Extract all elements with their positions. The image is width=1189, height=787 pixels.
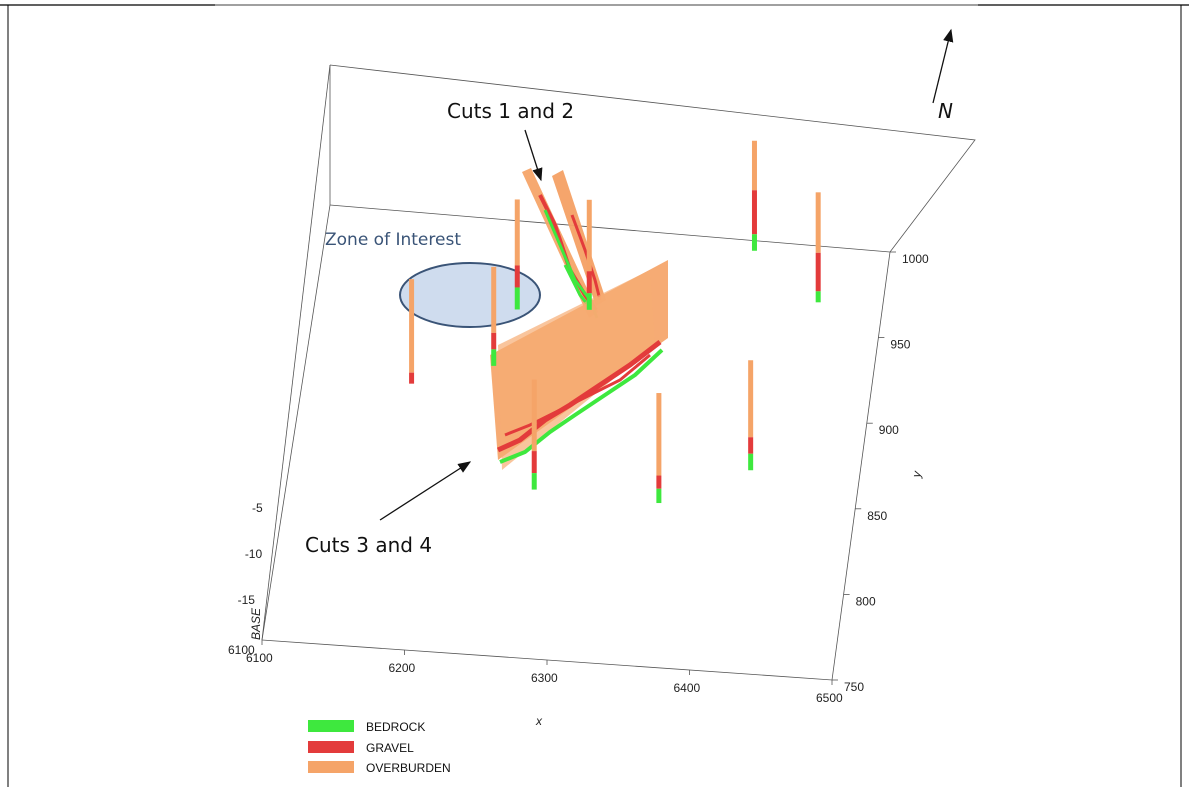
borehole-gravel-segment [531, 451, 537, 474]
borehole [748, 360, 754, 471]
legend-label-bedrock: BEDROCK [366, 720, 425, 734]
borehole-overburden-segment [409, 279, 415, 373]
borehole-bedrock-segment [586, 293, 592, 310]
x-tick-label: 6500 [816, 691, 843, 705]
borehole-overburden-segment [751, 140, 757, 191]
y-tick-label: 950 [890, 338, 910, 352]
borehole-gravel-segment [748, 437, 754, 454]
cuts-3-4-arrow [379, 461, 472, 521]
z-axis-title: BASE [249, 607, 263, 640]
y-tick-label: 800 [856, 594, 876, 608]
y-axis-ticks: 750 800 850 900 950 1000 [832, 251, 929, 694]
cut-3-bedrock [499, 348, 664, 464]
x-axis-ticks: 6100 6200 6300 6400 6500 [246, 640, 843, 705]
borehole-bedrock-segment [815, 291, 821, 303]
borehole [531, 379, 537, 490]
borehole-gravel-segment [491, 332, 497, 350]
z-tick-label: -5 [252, 501, 263, 515]
x-tick-label: 6100 [246, 651, 273, 665]
borehole-overburden-segment [586, 199, 592, 272]
legend-swatch-overburden [308, 761, 354, 773]
zone-of-interest-label: Zone of Interest [325, 230, 461, 250]
borehole-bedrock-segment [751, 234, 757, 251]
legend-swatch-bedrock [308, 720, 354, 732]
borehole-overburden-segment [748, 360, 754, 438]
borehole-overburden-segment [656, 393, 662, 476]
borehole-overburden-segment [815, 192, 821, 253]
borehole [815, 192, 821, 303]
borehole-gravel-segment [586, 271, 592, 294]
borehole-gravel-segment [409, 372, 415, 384]
x-tick-label: 6200 [389, 661, 416, 675]
borehole [751, 140, 757, 251]
y-tick-label: 1000 [902, 252, 929, 266]
borehole-bedrock-segment [514, 287, 520, 310]
borehole-overburden-segment [531, 379, 537, 452]
figure-frame [0, 4, 1189, 787]
borehole-overburden-segment [514, 199, 520, 266]
borehole [409, 279, 415, 384]
cuts-1-2-label: Cuts 1 and 2 [447, 99, 574, 123]
borehole [514, 199, 520, 310]
plot-box [261, 64, 976, 681]
cuts-1-2-arrow [524, 129, 543, 182]
boreholes [409, 140, 821, 504]
borehole [656, 393, 662, 504]
borehole-gravel-segment [514, 265, 520, 288]
borehole-gravel-segment [656, 475, 662, 489]
y-tick-label: 850 [867, 509, 887, 523]
z-tick-label: -10 [245, 547, 263, 561]
borehole-overburden-segment [491, 266, 497, 333]
north-arrow-icon [932, 28, 954, 104]
borehole-bedrock-segment [656, 488, 662, 504]
z-tick-label: -15 [238, 593, 256, 607]
zone-of-interest-ellipse [399, 262, 541, 328]
borehole-gravel-segment [815, 252, 821, 292]
cut-4-gravel [504, 353, 651, 437]
legend-label-overburden: OVERBURDEN [366, 761, 451, 775]
borehole [491, 266, 497, 366]
x-tick-label: 6400 [674, 681, 701, 695]
north-label: N [938, 99, 953, 123]
borehole-gravel-segment [751, 190, 757, 235]
legend: BEDROCK GRAVEL OVERBURDEN [308, 720, 451, 775]
y-tick-label: 900 [879, 423, 899, 437]
legend-swatch-gravel [308, 741, 354, 753]
borehole [586, 199, 592, 310]
y-axis-title: y [909, 469, 924, 479]
borehole-bedrock-segment [748, 453, 754, 471]
borehole-bedrock-segment [531, 473, 537, 490]
y-tick-label: 750 [844, 680, 864, 694]
x-axis-start-tick-label: 6100 [228, 643, 255, 657]
x-tick-label: 6300 [531, 671, 558, 685]
cuts-3-4-label: Cuts 3 and 4 [305, 533, 432, 557]
legend-label-gravel: GRAVEL [366, 741, 414, 755]
x-axis-title: x [535, 714, 543, 728]
z-axis-ticks: -5 -10 -15 6100 [228, 501, 263, 657]
borehole-bedrock-segment [491, 349, 497, 366]
